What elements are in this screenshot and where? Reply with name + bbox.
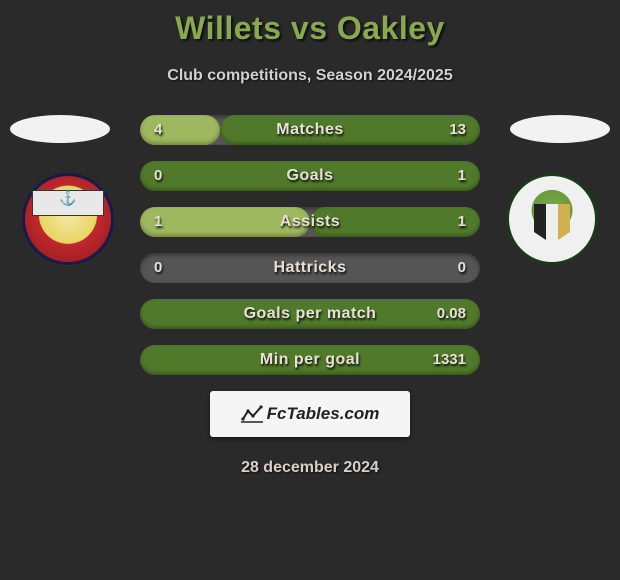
player-ellipse-left xyxy=(10,115,110,143)
branding-text: FcTables.com xyxy=(267,404,380,424)
branding-icon xyxy=(241,405,263,423)
comparison-region: 413Matches 01Goals 11Assists 00Hattricks 0.0… xyxy=(0,115,620,375)
stat-row: 00Hattricks xyxy=(140,253,480,283)
stat-label: Goals xyxy=(140,161,480,191)
stat-bars: 413Matches 01Goals 11Assists 00Hattricks 0.0… xyxy=(140,115,480,375)
club-crest-left xyxy=(22,173,114,265)
page-subtitle: Club competitions, Season 2024/2025 xyxy=(0,67,620,85)
stat-label: Hattricks xyxy=(140,253,480,283)
stat-row: 11Assists xyxy=(140,207,480,237)
stat-row: 413Matches xyxy=(140,115,480,145)
branding-badge: FcTables.com xyxy=(210,391,410,437)
stat-label: Assists xyxy=(140,207,480,237)
player-ellipse-right xyxy=(510,115,610,143)
stat-row: 01Goals xyxy=(140,161,480,191)
date-label: 28 december 2024 xyxy=(0,459,620,477)
stat-label: Min per goal xyxy=(140,345,480,375)
page-title: Willets vs Oakley xyxy=(0,0,620,47)
stat-label: Matches xyxy=(140,115,480,145)
club-crest-right xyxy=(506,173,598,265)
stat-row: 1331Min per goal xyxy=(140,345,480,375)
stat-label: Goals per match xyxy=(140,299,480,329)
stat-row: 0.08Goals per match xyxy=(140,299,480,329)
